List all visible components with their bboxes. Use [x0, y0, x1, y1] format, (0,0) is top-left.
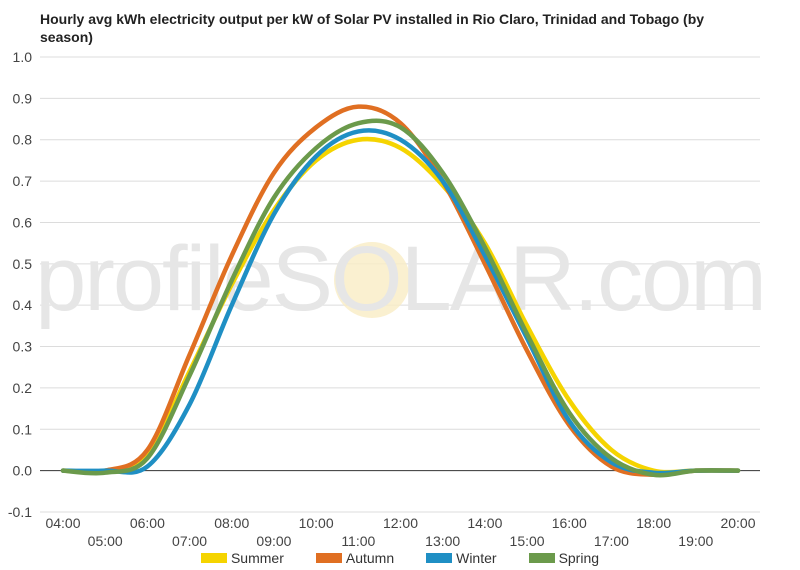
x-tick-label: 11:00	[341, 533, 375, 549]
x-tick-label: 19:00	[678, 533, 713, 549]
x-tick-label: 17:00	[594, 533, 629, 549]
x-tick-label: 15:00	[510, 533, 545, 549]
legend-swatch	[528, 553, 555, 563]
x-tick-label: 10:00	[299, 515, 334, 531]
chart-title: Hourly avg kWh electricity output per kW…	[40, 11, 705, 45]
legend-label: Spring	[558, 550, 600, 566]
y-tick-label: 0.6	[13, 214, 33, 230]
x-tick-label: 07:00	[172, 533, 207, 549]
legend-swatch	[426, 553, 453, 563]
x-tick-label: 04:00	[45, 515, 80, 531]
y-tick-label: 1.0	[13, 49, 33, 65]
y-tick-label: -0.1	[8, 504, 32, 520]
x-tick-label: 09:00	[256, 533, 291, 549]
x-tick-label: 16:00	[552, 515, 587, 531]
y-tick-label: 0.0	[13, 463, 33, 479]
legend-swatch	[315, 553, 342, 563]
series-line-autumn	[60, 104, 741, 478]
x-tick-label: 13:00	[425, 533, 460, 549]
watermark-text: profileSOLAR.com	[35, 228, 765, 330]
y-tick-label: 0.4	[13, 297, 33, 313]
y-tick-label: 0.1	[13, 421, 33, 437]
x-tick-label: 06:00	[130, 515, 165, 531]
y-tick-label: 0.7	[13, 173, 33, 189]
y-tick-label: 0.9	[13, 90, 33, 106]
legend: Summer Autumn Winter Spring	[0, 549, 800, 567]
y-tick-label: 0.8	[13, 132, 33, 148]
series-line-winter	[60, 128, 741, 476]
legend-item-summer[interactable]: Summer	[200, 549, 284, 567]
watermark: profileSOLAR.com	[35, 228, 767, 330]
legend-label: Winter	[456, 550, 497, 566]
x-tick-label: 05:00	[88, 533, 123, 549]
legend-item-winter[interactable]: Winter	[426, 549, 497, 567]
y-tick-label: 0.3	[13, 339, 33, 355]
legend-label: Summer	[230, 550, 284, 566]
legend-swatch	[200, 553, 227, 563]
x-tick-label: 12:00	[383, 515, 418, 531]
x-tick-label: 14:00	[467, 515, 502, 531]
legend-label: Autumn	[345, 550, 395, 566]
y-tick-label: 0.5	[13, 256, 33, 272]
y-tick-label: 0.2	[13, 380, 33, 396]
x-tick-label: 20:00	[720, 515, 755, 531]
series-line-spring	[60, 118, 741, 478]
x-tick-label: 08:00	[214, 515, 249, 531]
watermark-sun	[334, 242, 410, 318]
x-tick-label: 18:00	[636, 515, 671, 531]
legend-item-spring[interactable]: Spring	[528, 549, 600, 567]
legend-item-autumn[interactable]: Autumn	[315, 549, 395, 567]
